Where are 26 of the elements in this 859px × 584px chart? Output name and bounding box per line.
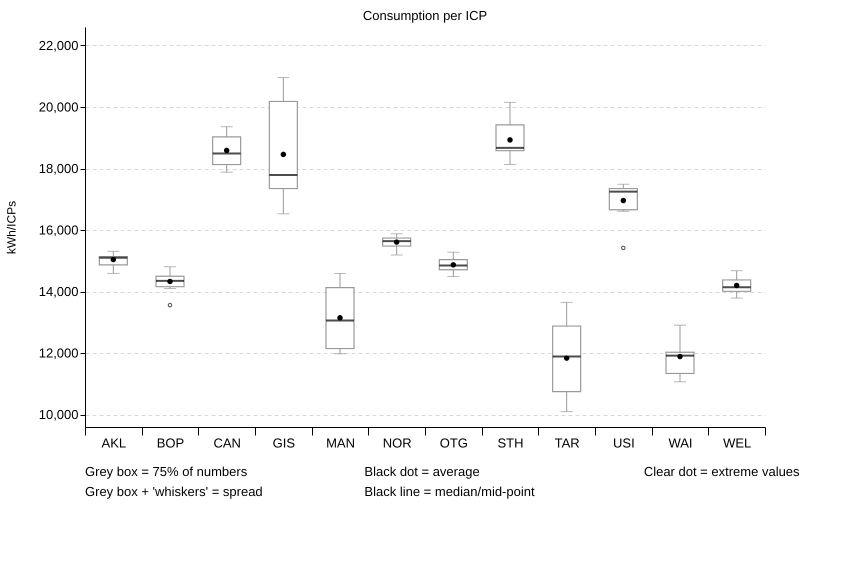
- text: Clear dot = extreme values: [644, 464, 800, 479]
- y-tick-label: 22,000: [38, 38, 78, 53]
- x-tick-label: NOR: [382, 436, 412, 450]
- x-tick-label: USI: [612, 436, 635, 450]
- y-axis-title: kWh/ICPs: [4, 200, 19, 254]
- x-tick-label: CAN: [213, 436, 241, 450]
- text: Black line = median/mid-point: [364, 484, 535, 499]
- x-tick-label: STH: [498, 436, 524, 450]
- x-tick-label: BOP: [156, 436, 184, 450]
- x-tick-label: WEL: [723, 436, 752, 450]
- y-tick-label: 14,000: [38, 284, 78, 300]
- y-tick-label: 20,000: [38, 100, 78, 114]
- text: Grey box + 'whiskers' = spread: [85, 484, 263, 499]
- y-tick-label: 12,000: [38, 346, 78, 361]
- x-tick-label: MAN: [326, 436, 355, 450]
- x-tick-label: GIS: [272, 436, 296, 450]
- text: Grey box = 75% of numbers: [85, 464, 248, 479]
- x-tick-label: TAR: [554, 436, 580, 450]
- y-tick-label: 16,000: [38, 222, 78, 238]
- text: Black dot = average: [364, 464, 480, 479]
- chart-title: Consumption per ICP: [362, 8, 488, 23]
- x-tick-label: WAI: [668, 436, 693, 450]
- x-tick-label: AKL: [102, 436, 126, 450]
- y-tick-label: 18,000: [38, 161, 78, 176]
- x-tick-label: OTG: [440, 436, 468, 450]
- y-tick-label: 10,000: [38, 407, 78, 422]
